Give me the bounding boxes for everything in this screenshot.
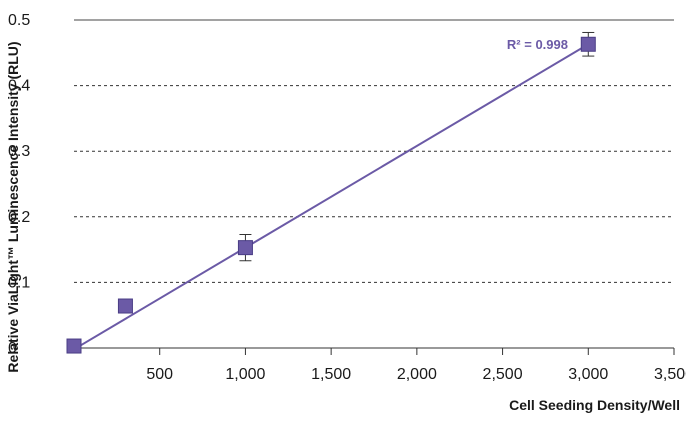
data-point [66,338,82,354]
x-axis-label: Cell Seeding Density/Well [509,397,680,413]
x-tick-label: 500 [146,366,173,383]
trendline [73,43,589,351]
y-tick-label: 0.2 [8,209,30,226]
labels: Cell Seeding Density/Well Relative ViaLi… [5,37,680,413]
data-point [237,240,253,256]
x-tick-label: 1,000 [225,366,265,383]
r-squared-annotation: R² = 0.998 [507,37,568,52]
x-tick-label: 3,000 [568,366,608,383]
y-tick-label: 0 [8,340,17,357]
axes: 0 0.1 0.2 0.3 0.4 0.5 500 1,000 1,500 2,000 2,500 3… [8,12,686,383]
y-axis-label: Relative ViaLight™ Luminescence Intensit… [5,41,21,372]
y-tick-label: 0.5 [8,12,30,29]
x-tick-label: 2,000 [397,366,437,383]
data-point [580,36,596,52]
x-tick-label: 1,500 [311,366,351,383]
y-tick-label: 0.4 [8,78,30,95]
y-tick-label: 0.1 [8,274,30,291]
trendline-group [73,43,589,351]
x-tick-label: 3,500 [654,366,686,383]
data-point [117,298,133,314]
y-tick-label: 0.3 [8,143,30,160]
gridlines [74,19,674,283]
data-points [66,31,596,354]
x-tick-label: 2,500 [483,366,523,383]
